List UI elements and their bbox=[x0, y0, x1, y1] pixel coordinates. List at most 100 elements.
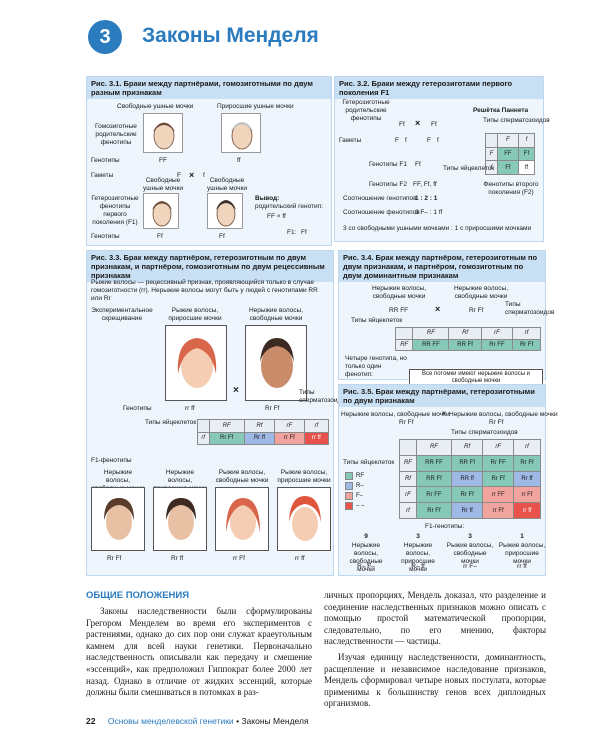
ratio-2-number: 3 bbox=[416, 533, 420, 540]
genotypes-label: Генотипы bbox=[91, 157, 120, 164]
ratio-4-genotype: rr ff bbox=[517, 563, 527, 570]
page-footer: 22 Основы менделевской генетики • Законы… bbox=[86, 716, 309, 726]
f1-genotype: Ff bbox=[301, 229, 307, 236]
four-genotypes-label: Четыре генотипа, но только один фенотип: bbox=[345, 355, 407, 378]
parent-2-portrait bbox=[245, 325, 307, 401]
egg-types-label: Типы яйцеклеток bbox=[443, 165, 495, 172]
f1-genotypes-label: F1-генотипы: bbox=[425, 523, 465, 530]
footer-bullet: • bbox=[236, 716, 240, 726]
child-2-genotype: Rr ff bbox=[171, 555, 184, 562]
free-lobes-bottom-label-2: Свободные ушные мочки bbox=[207, 177, 247, 192]
page-number: 22 bbox=[86, 716, 96, 726]
punnett-label: Решётка Паннета bbox=[473, 107, 529, 114]
gamete-F: F bbox=[177, 172, 181, 179]
egg-types-label: Типы яйцеклеток bbox=[343, 459, 395, 466]
legend-item-4: – – bbox=[356, 503, 365, 509]
child-4-genotype: rr ff bbox=[295, 555, 305, 562]
sperm-types-label: Типы сперматозоидов bbox=[483, 117, 550, 124]
parent-1-genotype: rr ff bbox=[185, 405, 195, 412]
child-4-portrait bbox=[277, 487, 331, 551]
child-1-portrait bbox=[91, 487, 145, 551]
parent-genotype-left: Ff bbox=[399, 121, 405, 128]
genotypes-f2-label: Генотипы F2 bbox=[369, 181, 407, 188]
ratio-3-number: 3 bbox=[468, 533, 472, 540]
free-lobes-label: Свободные ушные мочки bbox=[117, 103, 194, 110]
ratio-1-genotype: R– F– bbox=[357, 563, 375, 570]
free-lobes-bottom-label: Свободные ушные мочки bbox=[143, 177, 183, 192]
attached-lobes-label: Приросшие ушные мочки bbox=[217, 103, 294, 110]
gamete-f-left: f bbox=[405, 137, 407, 144]
experimental-cross-label: Экспериментальное скрещивание bbox=[91, 307, 153, 322]
parent-2-genotype: Rr Ff bbox=[265, 405, 280, 412]
conclusion-title: Вывод: bbox=[255, 195, 280, 202]
homozygous-phenotypes-label: Гомозиготные родительские фенотипы bbox=[95, 123, 137, 146]
legend-item-1: RF bbox=[356, 473, 364, 479]
left-genotype: RR FF bbox=[389, 307, 409, 314]
sperm-types-label: Типы сперматозоидов bbox=[299, 389, 349, 404]
face-free-lobes bbox=[143, 113, 183, 153]
right-genotype: Rr Ff bbox=[489, 419, 504, 426]
parent-1-portrait bbox=[165, 325, 227, 401]
right-phenotype-label: Нерыжие волосы, свободные мочки bbox=[453, 285, 509, 300]
ratio-3-genotype: rr F– bbox=[463, 563, 477, 570]
paragraph-1: Законы наследственности были сформулиров… bbox=[86, 606, 312, 698]
parent-1-label: Рыжие волосы, приросшие мочки bbox=[168, 307, 222, 322]
recessive-description: Рыжие волосы — рецессивный признак, проя… bbox=[91, 279, 318, 302]
face-f1-right bbox=[207, 193, 243, 229]
figure-3-5-title: Рис. 3.5. Брак между партнёрами, гетероз… bbox=[339, 385, 545, 407]
egg-types-label: Типы яйцеклеток bbox=[145, 419, 197, 426]
f2-summary: 3 со свободными ушными мочками : 1 с при… bbox=[343, 225, 532, 232]
right-genotype: Rr Ff bbox=[469, 307, 484, 314]
ratio-1-number: 9 bbox=[364, 533, 368, 540]
genotypes-label: Генотипы bbox=[123, 405, 152, 412]
face-attached-lobes bbox=[221, 113, 261, 153]
figure-3-3-title: Рис. 3.3. Брак между партнёром, гетерози… bbox=[87, 251, 333, 282]
phenotype-ratio-label: Соотношение фенотипов bbox=[343, 209, 420, 216]
gamete-F-right: F bbox=[427, 137, 431, 144]
f2-phenotypes-label: Фенотипы второго поколения (F2) bbox=[483, 181, 539, 196]
chapter-number-badge: 3 bbox=[88, 20, 122, 54]
child-2-portrait bbox=[153, 487, 207, 551]
child-3-genotype: rr Ff bbox=[233, 555, 245, 562]
phenotype-ratio-value: 3 F– : 1 ff bbox=[415, 209, 443, 216]
hetero-phenotypes-label: Гетерозиготные родительские фенотипы bbox=[342, 99, 390, 122]
figure-3-1-title: Рис. 3.1. Браки между партнёрами, гомози… bbox=[87, 77, 331, 99]
genotype-Ff-right: Ff bbox=[219, 233, 225, 240]
genotype-ratio-value: 1 : 2 : 1 bbox=[415, 195, 438, 202]
figure-3-1: Рис. 3.1. Браки между партнёрами, гомози… bbox=[86, 76, 332, 246]
egg-types-label: Типы яйцеклеток bbox=[351, 317, 403, 324]
cross-symbol: × bbox=[233, 385, 239, 396]
child-4-label: Рыжие волосы, приросшие мочки bbox=[277, 469, 331, 484]
genotypes-f2-value: FF, Ff, ff bbox=[413, 181, 437, 188]
cross-symbol: × bbox=[435, 304, 441, 314]
legend-item-3: F– bbox=[356, 493, 364, 499]
sperm-types-label: Типы сперматозоидов bbox=[451, 429, 518, 436]
conclusion-text: родительский генотип: bbox=[255, 203, 323, 210]
cross-symbol: × bbox=[442, 410, 446, 417]
left-phenotype-label: Нерыжие волосы, свободные мочки bbox=[341, 411, 450, 418]
face-f1-left bbox=[143, 193, 179, 229]
child-1-genotype: Rr Ff bbox=[107, 555, 122, 562]
body-column-right: личных пропорциях, Мендель доказал, что … bbox=[324, 590, 546, 714]
left-genotype: Rr Ff bbox=[399, 419, 414, 426]
genotype-ratio-label: Соотношение генотипов bbox=[343, 195, 417, 202]
figure-3-4: Рис. 3.4. Брак между партнёром, гетерози… bbox=[338, 250, 554, 387]
f1-phenotypes-label: F1-фенотипы bbox=[91, 457, 132, 464]
punnett-grid: RF Rf rF rf RF RR FF RR Ff Rr FF Rr Ff Rf RR Ff R… bbox=[399, 439, 541, 519]
legend: RF R– F– – – bbox=[345, 471, 364, 511]
punnett-grid: RF Rf rF rf RF RR FF RR Ff Rr FF Rr Ff bbox=[394, 327, 541, 351]
paragraph-3: Изучая единицу наследственности, доминан… bbox=[324, 651, 546, 709]
ratio-2-genotype: R– ff bbox=[411, 563, 425, 570]
paragraph-2: личных пропорциях, Мендель доказал, что … bbox=[324, 590, 546, 647]
right-phenotype-label: Нерыжие волосы, свободные мочки bbox=[449, 411, 558, 418]
gametes-label: Гаметы bbox=[91, 172, 114, 179]
genotypes-f1-value: Ff bbox=[415, 161, 421, 168]
figure-3-4-title: Рис. 3.4. Брак между партнёром, гетерози… bbox=[339, 251, 545, 282]
ratio-4-label: Рыжие волосы, приросшие мочки bbox=[498, 542, 546, 565]
gametes-label: Гаметы bbox=[339, 137, 362, 144]
f1-label: F1: bbox=[287, 229, 297, 236]
gamete-f-right: f bbox=[437, 137, 439, 144]
gamete-f: f bbox=[203, 172, 205, 179]
footer-chapter: Законы Менделя bbox=[241, 716, 309, 726]
